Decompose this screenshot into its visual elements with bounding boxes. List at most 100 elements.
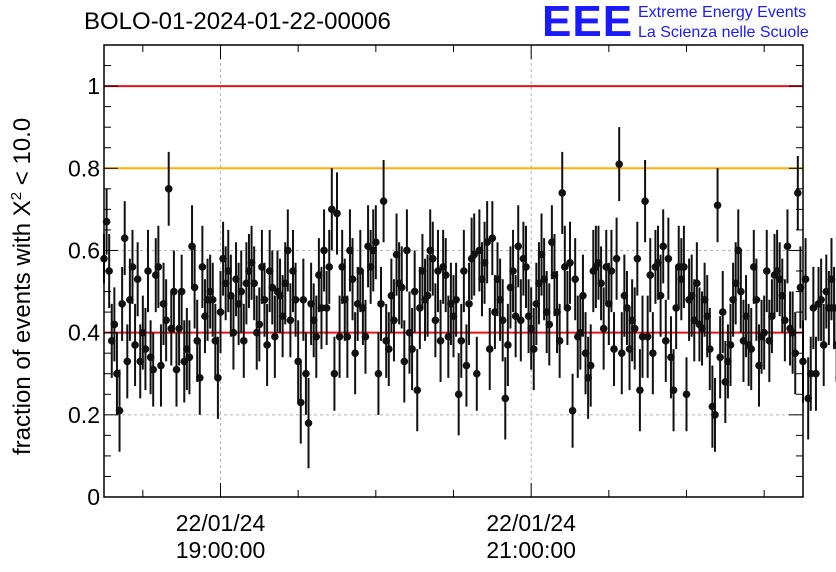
data-point bbox=[164, 185, 173, 193]
data-point bbox=[555, 337, 564, 345]
data-point bbox=[809, 304, 818, 312]
data-point bbox=[374, 369, 383, 378]
y-tick-label: 0.4 bbox=[68, 320, 100, 346]
data-point bbox=[390, 316, 398, 325]
data-point bbox=[123, 357, 132, 366]
data-point bbox=[760, 328, 768, 337]
data-point bbox=[693, 279, 701, 288]
data-point bbox=[791, 349, 800, 357]
data-point bbox=[410, 287, 419, 296]
logo-text-line1: Extreme Energy Events bbox=[638, 4, 807, 21]
data-point bbox=[361, 332, 370, 341]
data-point bbox=[325, 263, 334, 271]
data-point bbox=[737, 287, 745, 296]
data-point bbox=[514, 242, 523, 251]
data-point bbox=[133, 275, 142, 284]
data-point bbox=[607, 267, 616, 275]
data-point bbox=[571, 275, 579, 284]
data-point bbox=[726, 341, 735, 349]
data-point bbox=[659, 242, 667, 251]
data-point bbox=[162, 316, 170, 325]
data-point bbox=[716, 353, 724, 362]
data-point bbox=[431, 316, 440, 325]
data-point bbox=[633, 254, 642, 263]
data-point bbox=[190, 283, 199, 292]
data-point bbox=[646, 271, 655, 279]
data-point bbox=[563, 304, 572, 312]
data-point bbox=[351, 349, 359, 357]
data-point bbox=[296, 398, 305, 407]
data-point bbox=[120, 234, 129, 242]
x-tick-label-date: 22/01/24 bbox=[176, 510, 266, 536]
data-point bbox=[643, 332, 652, 341]
data-point bbox=[286, 316, 295, 325]
data-point bbox=[131, 341, 139, 349]
data-point bbox=[172, 365, 181, 374]
data-point bbox=[832, 341, 836, 349]
data-point bbox=[511, 312, 520, 321]
data-point bbox=[255, 320, 264, 329]
data-point bbox=[214, 374, 222, 382]
data-point bbox=[636, 386, 644, 394]
data-point bbox=[284, 246, 292, 255]
data-point bbox=[586, 361, 595, 370]
data-point bbox=[669, 386, 678, 394]
data-point bbox=[170, 287, 178, 296]
data-point bbox=[343, 332, 352, 341]
data-point bbox=[661, 337, 670, 345]
data-point bbox=[457, 337, 466, 345]
data-point bbox=[558, 189, 567, 197]
data-point bbox=[436, 337, 445, 345]
data-point bbox=[470, 250, 479, 259]
data-point bbox=[630, 324, 639, 333]
data-point bbox=[154, 263, 163, 271]
y-tick-label: 0 bbox=[87, 484, 100, 510]
data-point bbox=[664, 254, 673, 263]
data-point bbox=[485, 345, 494, 353]
data-point bbox=[617, 349, 626, 357]
data-point bbox=[462, 361, 471, 370]
data-point bbox=[522, 263, 530, 271]
data-point bbox=[711, 411, 719, 419]
y-tick-label: 1 bbox=[87, 73, 100, 99]
data-point bbox=[599, 324, 608, 333]
data-point bbox=[403, 246, 411, 255]
data-point bbox=[566, 258, 574, 267]
data-point bbox=[110, 320, 119, 329]
data-point bbox=[579, 291, 587, 300]
data-point bbox=[649, 349, 657, 357]
data-point bbox=[208, 295, 217, 304]
data-point bbox=[379, 197, 388, 205]
data-point bbox=[263, 341, 271, 349]
y-tick-label: 0.6 bbox=[68, 237, 100, 263]
data-point bbox=[240, 337, 248, 345]
data-point bbox=[529, 345, 538, 353]
data-point bbox=[177, 287, 186, 296]
eee-logo: EEE Extreme Energy Events La Scienza nel… bbox=[542, 0, 832, 46]
data-point bbox=[428, 254, 437, 263]
data-point bbox=[706, 345, 714, 353]
data-point bbox=[128, 263, 137, 271]
data-point bbox=[335, 332, 344, 341]
data-point bbox=[819, 341, 828, 349]
data-point bbox=[333, 209, 341, 218]
data-point bbox=[441, 271, 450, 279]
data-point bbox=[641, 197, 649, 205]
data-point bbox=[260, 295, 269, 304]
data-point bbox=[812, 369, 820, 378]
data-point bbox=[229, 328, 238, 337]
data-point bbox=[509, 267, 517, 275]
data-point bbox=[817, 295, 825, 304]
data-point bbox=[454, 390, 463, 399]
data-point bbox=[198, 263, 207, 271]
data-point bbox=[504, 341, 512, 349]
x-tick-label-time: 19:00:00 bbox=[176, 537, 266, 563]
data-point bbox=[762, 267, 771, 275]
data-point bbox=[597, 279, 605, 288]
data-point bbox=[545, 320, 554, 329]
y-tick-label: 0.8 bbox=[68, 155, 100, 181]
data-point bbox=[302, 369, 310, 378]
data-point bbox=[830, 304, 836, 312]
data-point bbox=[561, 263, 569, 271]
data-point bbox=[615, 160, 623, 168]
